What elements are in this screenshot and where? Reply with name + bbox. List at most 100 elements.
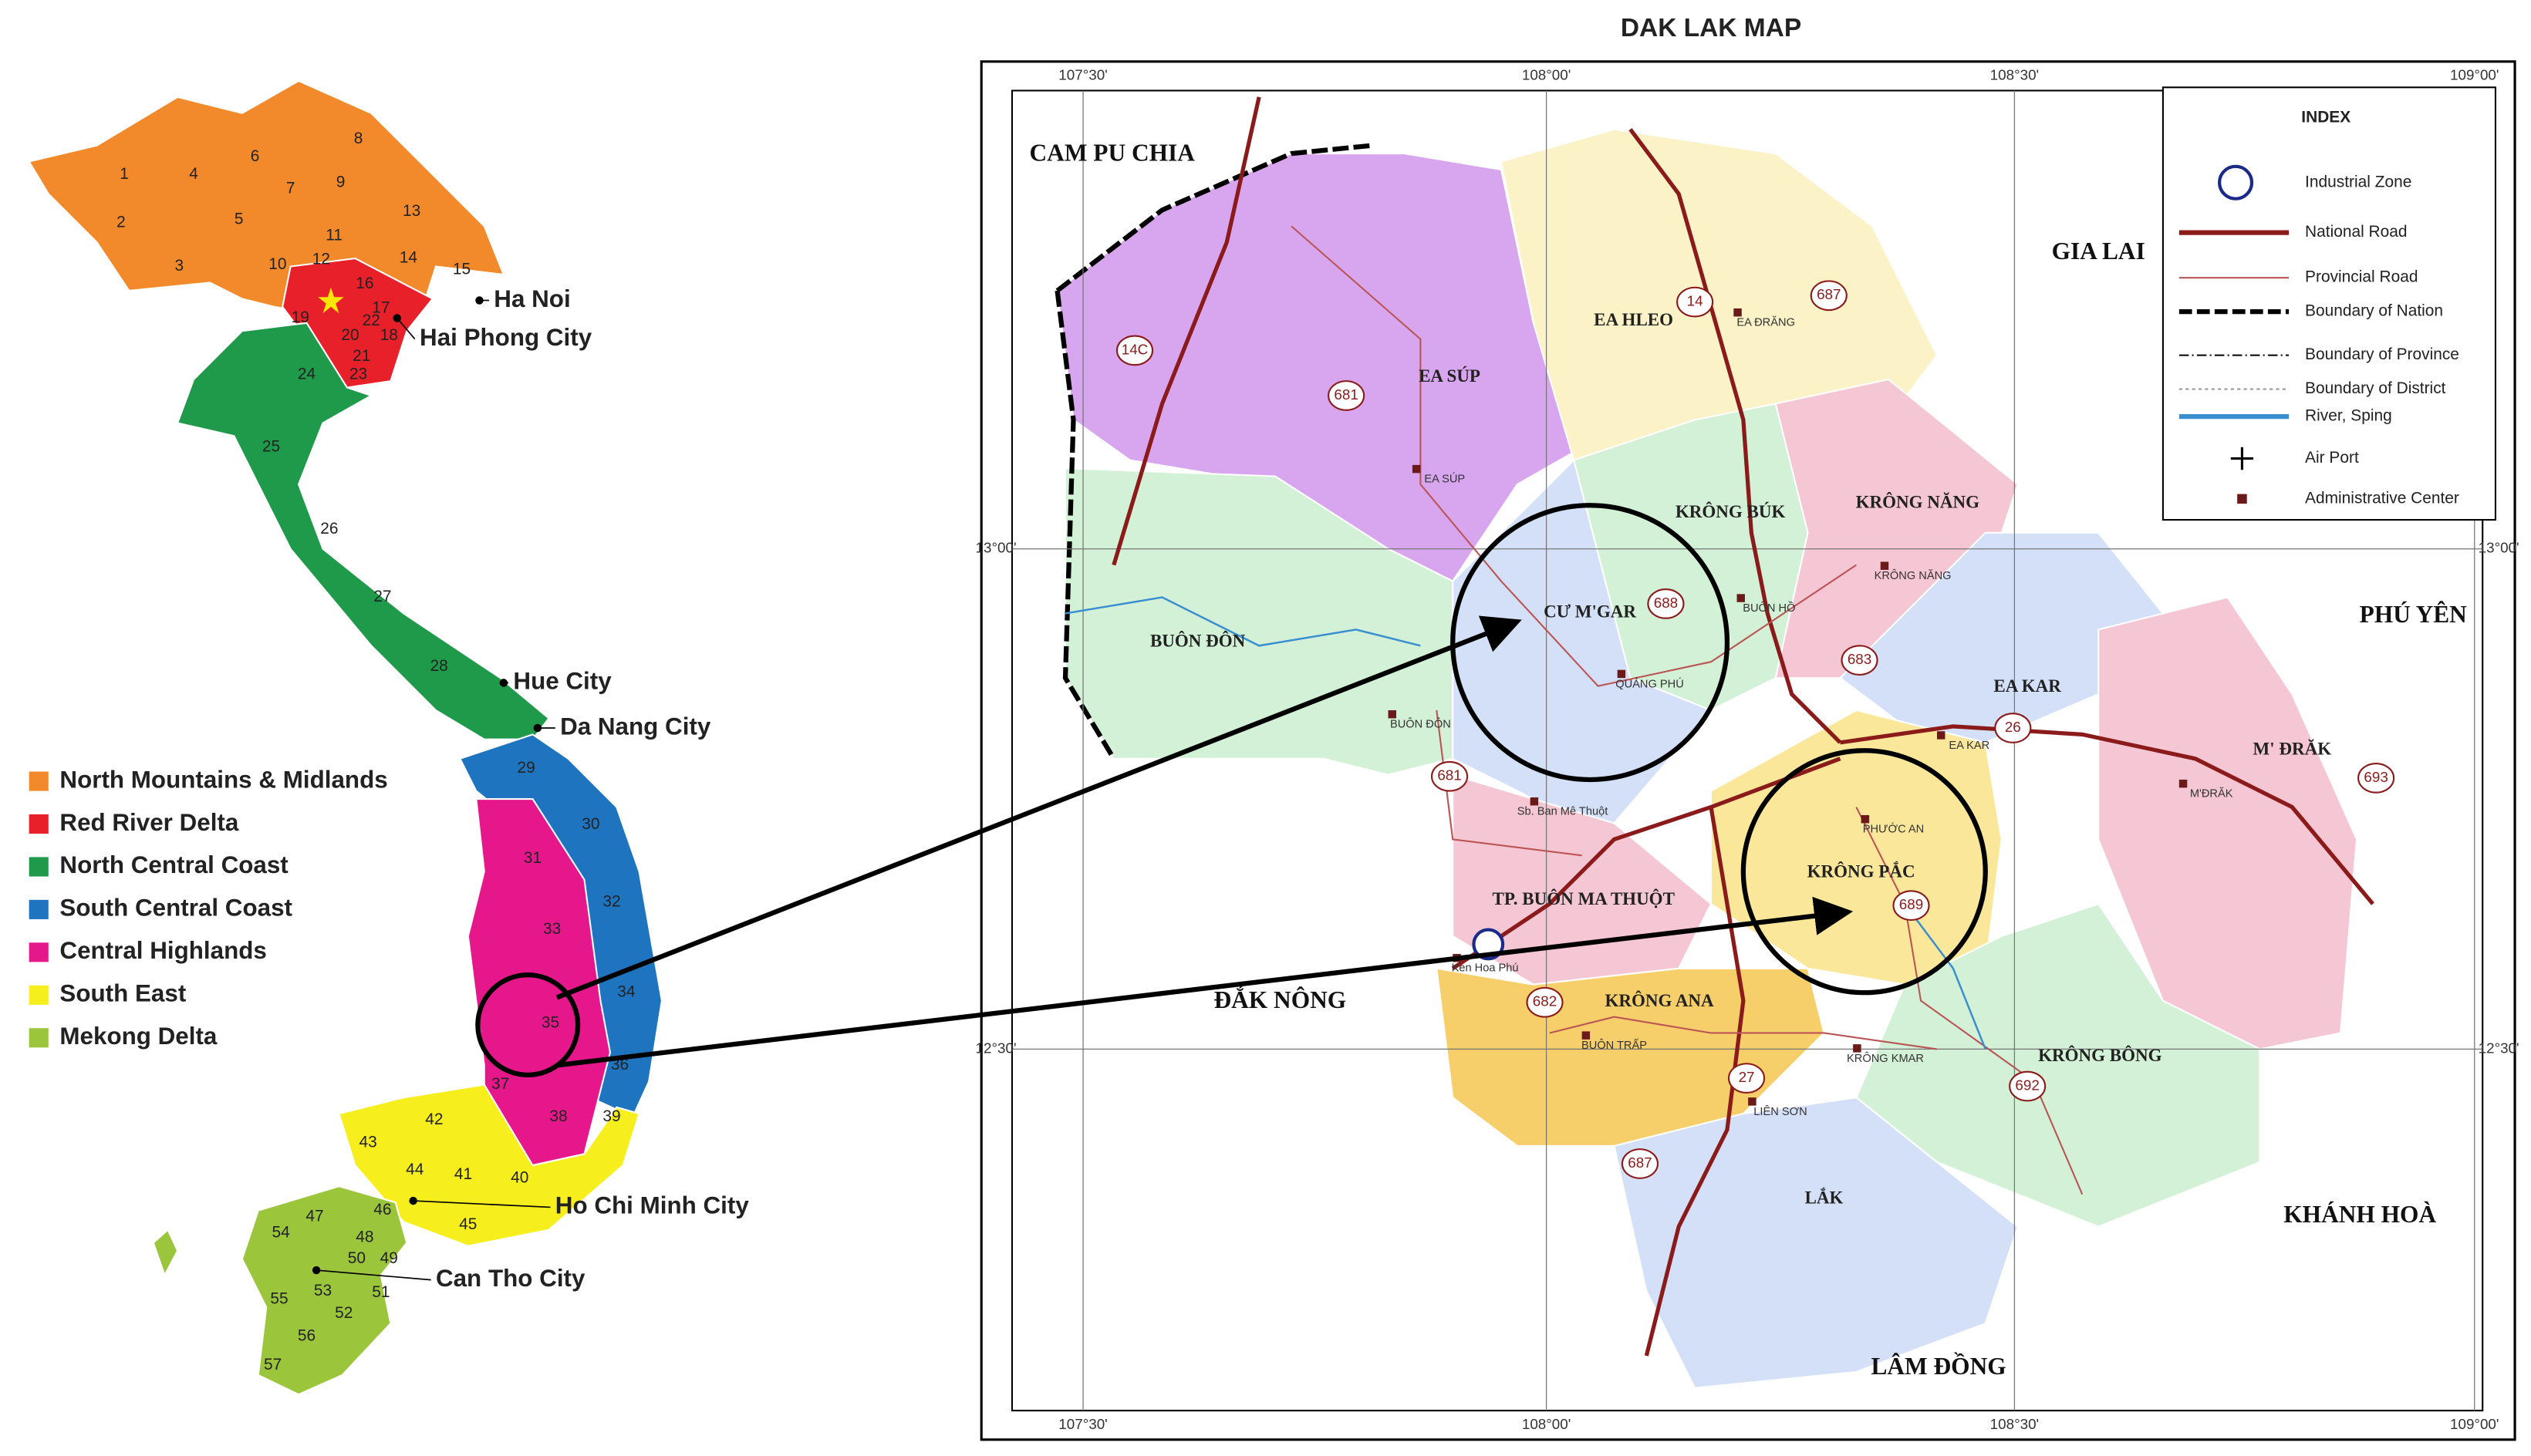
provincial-road	[1291, 225, 1857, 687]
region-number: 56	[298, 1326, 316, 1344]
city-label: Can Tho City	[436, 1265, 586, 1292]
city-dot	[409, 1196, 417, 1205]
region-number: 28	[430, 657, 448, 675]
lon-label: 109°00'	[2450, 1416, 2499, 1432]
road-marker	[2009, 1070, 2047, 1102]
road-number: 693	[2364, 769, 2388, 785]
road-marker	[1676, 286, 1714, 318]
legend-swatch	[29, 857, 49, 877]
hanoi-star	[318, 287, 344, 314]
district-shape	[1452, 458, 1713, 824]
neighbor-label: PHÚ YÊN	[2360, 601, 2467, 628]
city-label: Hai Phong City	[420, 324, 592, 351]
provincial-road	[1436, 709, 1582, 857]
lon-label: 109°00'	[2450, 67, 2499, 83]
highlight-circle	[1740, 748, 1988, 996]
region-number: 29	[518, 759, 535, 777]
district-label: KRÔNG PẮC	[1807, 861, 1915, 881]
region-number: 47	[305, 1208, 323, 1225]
region-number: 42	[425, 1111, 443, 1128]
admin-center	[1880, 561, 1889, 570]
legend-label: Red River Delta	[59, 809, 238, 836]
admin-center	[1388, 709, 1396, 719]
region-number: 3	[174, 257, 184, 275]
city-dot	[312, 1266, 321, 1275]
district-shape	[2097, 596, 2358, 1050]
road-number: 27	[1739, 1069, 1755, 1085]
region-number: 10	[268, 255, 286, 273]
river	[1065, 596, 1421, 647]
legend-swatch	[29, 985, 49, 1005]
region-number: 37	[491, 1075, 509, 1093]
region-shape	[338, 1084, 640, 1247]
legend-label: North Mountains & Midlands	[59, 766, 387, 793]
region-number: 38	[549, 1107, 567, 1125]
region-shape	[282, 258, 434, 389]
region-number: 8	[354, 130, 363, 147]
region-number: 19	[292, 308, 309, 326]
index-label: Air Port	[2305, 449, 2359, 467]
lon-label: 107°30'	[1058, 1416, 1107, 1432]
admin-center	[1581, 1031, 1591, 1040]
lon-label: 107°30'	[1058, 67, 1107, 83]
town-label: Sb. Ban Mê Thuột	[1517, 806, 1608, 818]
region-number: 26	[320, 520, 338, 538]
region-number: 34	[617, 983, 636, 1001]
district-shape	[1613, 1097, 2019, 1389]
region-number: 5	[235, 210, 244, 228]
region-number: 33	[543, 920, 561, 938]
leader-line	[413, 1200, 551, 1208]
town-label: LIÊN SƠN	[1753, 1105, 1807, 1118]
region-number: 1	[120, 165, 129, 183]
region-number: 22	[363, 312, 380, 329]
index-label: Boundary of Nation	[2305, 302, 2443, 320]
district-label: EA KAR	[1993, 676, 2061, 696]
admin-center	[1530, 797, 1539, 806]
admin-center	[1736, 594, 1745, 602]
district-label: KRÔNG NĂNG	[1856, 491, 1979, 511]
admin-center	[1853, 1044, 1861, 1053]
lon-label: 108°30'	[1990, 1416, 2039, 1432]
lat-label: 13°00'	[2479, 540, 2519, 556]
road-number: 14	[1687, 293, 1703, 309]
region-shape	[28, 79, 505, 316]
region-shape	[241, 1185, 408, 1396]
index-box	[2161, 86, 2497, 521]
district-label: EA HLEO	[1594, 309, 1673, 329]
arrow	[556, 896, 1854, 1068]
road-marker	[1994, 713, 2032, 743]
road-marker	[1892, 890, 1930, 922]
region-number: 49	[380, 1249, 398, 1267]
district-label: KRÔNG BÔNG	[2038, 1045, 2161, 1065]
town-label: BUÔN HỒ	[1743, 601, 1795, 615]
district-shape	[1056, 153, 1575, 582]
region-number: 2	[116, 214, 126, 231]
arrow	[555, 615, 1522, 1000]
legend-label: Mekong Delta	[59, 1023, 218, 1050]
city-label: Da Nang City	[560, 713, 711, 740]
town-label: PHƯỚC AN	[1863, 823, 1924, 836]
legend-swatch	[29, 899, 49, 919]
region-number: 6	[251, 147, 260, 165]
index-label: Boundary of Province	[2305, 345, 2459, 363]
road-number: 687	[1817, 286, 1841, 302]
region-number: 35	[542, 1013, 559, 1031]
region-number: 46	[373, 1201, 391, 1218]
city-dot	[475, 296, 484, 305]
national-road	[1112, 96, 1261, 566]
road-number: 26	[2005, 719, 2021, 735]
district-label: BUÔN ĐÔN	[1150, 630, 1246, 650]
region-number: 18	[380, 326, 398, 344]
region-number: 20	[341, 326, 359, 344]
region-number: 39	[602, 1107, 620, 1125]
index-label: Administrative Center	[2305, 489, 2459, 507]
road-number: 692	[2015, 1077, 2039, 1093]
district-label: CƯ M'GAR	[1544, 602, 1636, 622]
lat-label: 12°30'	[2479, 1040, 2519, 1056]
town-label: BUÔN ĐÔN	[1390, 718, 1451, 731]
region-number: 44	[406, 1161, 424, 1178]
legend-label: South East	[59, 980, 186, 1007]
region-shape	[152, 1228, 179, 1277]
neighbor-label: CAM PU CHIA	[1030, 139, 1196, 166]
